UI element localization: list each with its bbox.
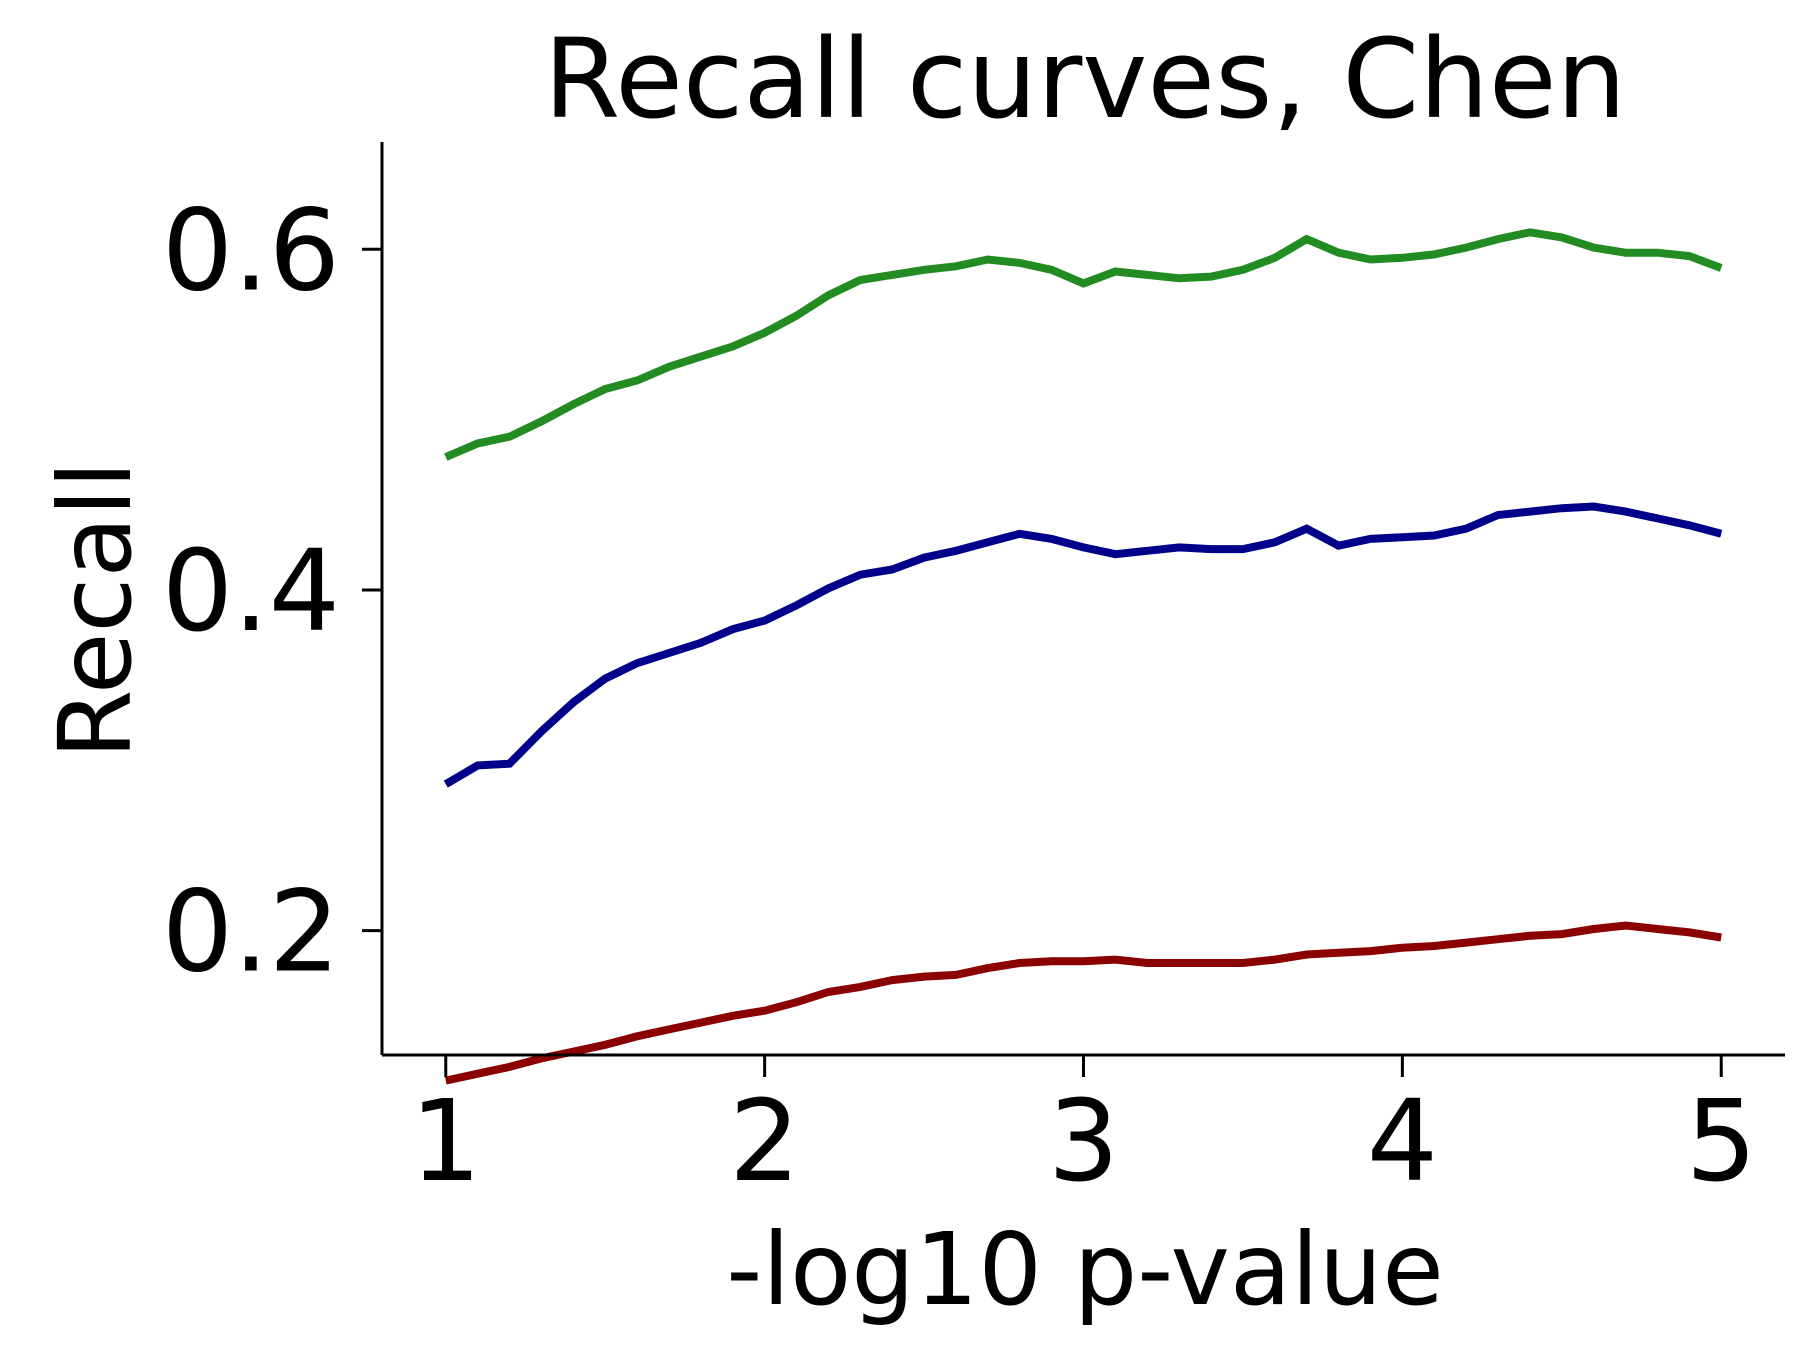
series-group: [443, 228, 1723, 1085]
x-tick-label: 2: [729, 1077, 800, 1207]
series-line-2: [443, 502, 1723, 788]
x-axis-ticks: 1 2 3 4 5: [410, 1055, 1757, 1207]
x-axis-label: -log10 p-value: [726, 1211, 1444, 1328]
chart-title: Recall curves, Chen: [544, 15, 1627, 143]
series-line-3: [444, 921, 1722, 1085]
x-tick-label: 5: [1686, 1077, 1757, 1207]
y-tick-label: 0.6: [162, 186, 340, 316]
x-tick-label: 3: [1048, 1077, 1119, 1207]
y-tick-label: 0.4: [162, 527, 340, 657]
x-tick-label: 1: [410, 1077, 481, 1207]
axes: [380, 142, 1785, 1057]
y-tick-label: 0.2: [162, 868, 340, 998]
series-line-1: [444, 228, 1723, 461]
y-axis-label: Recall: [37, 461, 154, 759]
y-axis-ticks: 0.2 0.4 0.6: [162, 186, 382, 998]
x-tick-label: 4: [1367, 1077, 1438, 1207]
